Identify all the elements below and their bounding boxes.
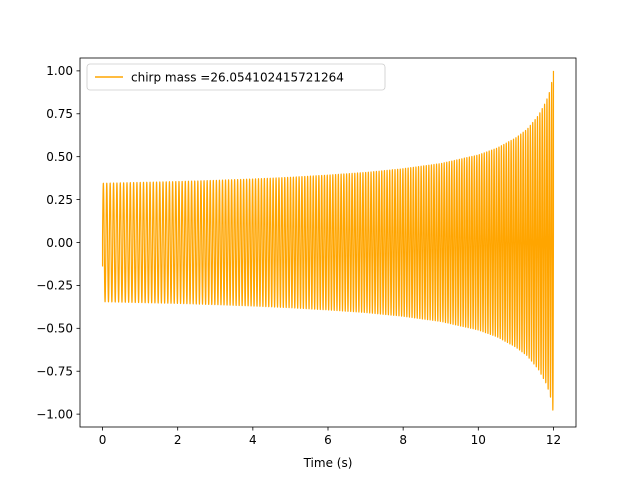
- y-tick-label: −0.25: [36, 279, 73, 293]
- x-tick-label: 12: [546, 433, 561, 447]
- legend-label: chirp mass =26.054102415721264: [131, 71, 344, 85]
- x-axis-label: Time (s): [303, 456, 353, 470]
- x-tick-label: 8: [399, 433, 407, 447]
- x-tick-label: 2: [174, 433, 182, 447]
- y-tick-label: 1.00: [46, 64, 73, 78]
- y-tick-label: 0.25: [46, 193, 73, 207]
- x-tick-label: 0: [99, 433, 107, 447]
- plot-area: [101, 70, 555, 411]
- x-axis: 0 2 4 6 8 10 12: [99, 427, 561, 447]
- x-tick-label: 4: [249, 433, 257, 447]
- legend-box: [86, 63, 386, 91]
- y-axis: −1.00 −0.75 −0.50 −0.25 0.00 0.25 0.50 0.75 1.00: [36, 64, 80, 421]
- legend: chirp mass =26.054102415721264: [86, 63, 386, 91]
- y-tick-label: −0.75: [36, 365, 73, 379]
- x-tick-label: 6: [324, 433, 332, 447]
- y-tick-label: 0.75: [46, 107, 73, 121]
- y-tick-label: −0.50: [36, 322, 73, 336]
- x-tick-label: 10: [471, 433, 486, 447]
- y-tick-label: 0.00: [46, 236, 73, 250]
- series-line: [101, 70, 555, 411]
- y-tick-label: 0.50: [46, 150, 73, 164]
- y-tick-label: −1.00: [36, 407, 73, 421]
